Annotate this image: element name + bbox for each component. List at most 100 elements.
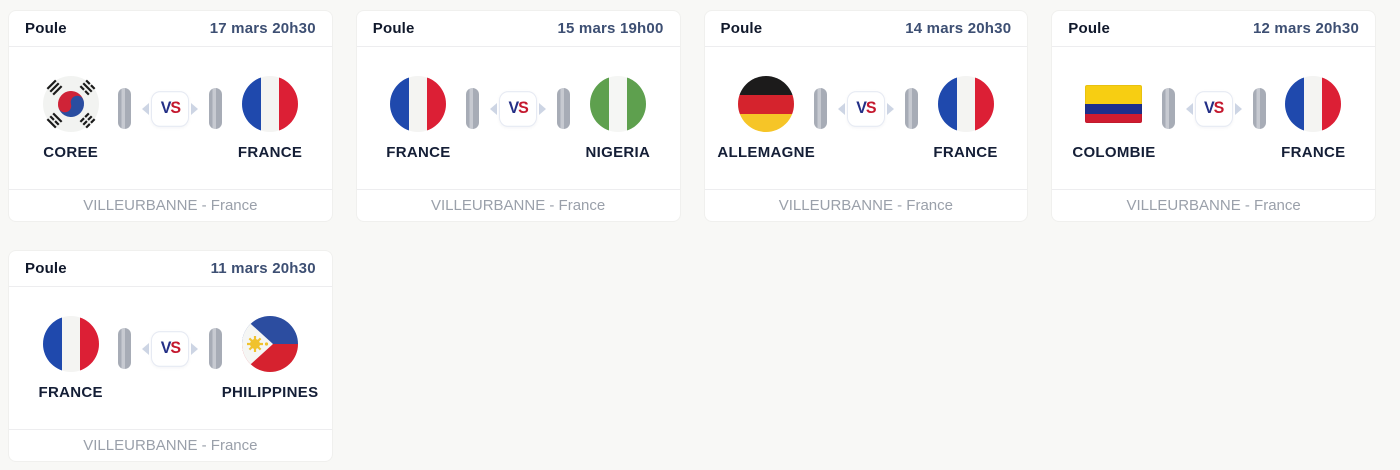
match-venue: VILLEURBANNE - France [356, 189, 680, 221]
team-home: COREE [23, 47, 118, 189]
match-card-header: Poule 14 mars 20h30 [704, 11, 1028, 47]
match-venue: VILLEURBANNE - France [704, 189, 1028, 221]
score-placeholder-away [557, 88, 571, 129]
team-away-name: FRANCE [237, 143, 303, 161]
team-away-flag-icon [242, 75, 299, 132]
team-home: FRANCE [371, 47, 466, 189]
team-away-flag-icon [937, 75, 994, 132]
chevron-right-icon [191, 102, 199, 115]
vs-letter-s: S [170, 99, 181, 117]
vs-letter-v: V [1203, 99, 1215, 117]
venue-label: VILLEURBANNE - France [83, 197, 258, 214]
vs-letter-v: V [856, 99, 867, 117]
score-placeholder-away [904, 88, 918, 129]
team-home: ALLEMAGNE [717, 47, 816, 189]
team-home-flag-icon [738, 75, 795, 132]
match-datetime: 17 mars 20h30 [209, 20, 316, 37]
team-home: COLOMBIE [1066, 47, 1161, 189]
team-away-name: NIGERIA [585, 143, 651, 161]
team-away: PHILIPPINES [221, 287, 319, 429]
chevron-right-icon [191, 342, 199, 355]
match-card-header: Poule 11 mars 20h30 [9, 251, 332, 287]
score-placeholder-home [813, 88, 827, 129]
team-away: NIGERIA [570, 47, 665, 189]
score-placeholder-home [118, 328, 132, 369]
chevron-right-icon [886, 102, 894, 115]
score-placeholder-home [118, 88, 132, 129]
chevron-right-icon [1234, 102, 1242, 115]
venue-label: VILLEURBANNE - France [83, 437, 258, 454]
match-card-header: Poule 15 mars 19h00 [356, 11, 680, 47]
chevron-left-icon [142, 342, 150, 355]
chevron-left-icon [142, 102, 150, 115]
venue-label: VILLEURBANNE - France [1126, 197, 1301, 214]
chevron-right-icon [539, 102, 547, 115]
stage-label: Poule [1068, 20, 1111, 37]
team-away-flag-icon [589, 75, 646, 132]
team-away-name: PHILIPPINES [221, 383, 319, 401]
match-datetime: 11 mars 20h30 [210, 260, 316, 277]
match-card-header: Poule 12 mars 20h30 [1052, 11, 1375, 47]
score-placeholder-away [209, 88, 223, 129]
team-home-name: ALLEMAGNE [717, 143, 816, 161]
team-home: FRANCE [23, 287, 118, 429]
team-away-name: FRANCE [933, 143, 998, 161]
match-card-header: Poule 17 mars 20h30 [9, 11, 332, 47]
stage-label: Poule [372, 20, 415, 37]
team-home-name: FRANCE [38, 383, 103, 401]
vs-letter-v: V [160, 99, 172, 117]
stage-label: Poule [720, 20, 763, 37]
team-away: FRANCE [222, 47, 317, 189]
venue-label: VILLEURBANNE - France [778, 197, 953, 214]
chevron-left-icon [837, 102, 845, 115]
match-datetime: 15 mars 19h00 [557, 20, 664, 37]
team-home-flag-icon [390, 75, 447, 132]
vs-letter-v: V [160, 339, 172, 357]
team-home-name: FRANCE [386, 143, 451, 161]
chevron-left-icon [1185, 102, 1193, 115]
vs-letter-s: S [865, 99, 877, 117]
team-home-name: COREE [43, 143, 99, 161]
vs-letter-v: V [508, 99, 519, 117]
score-placeholder-home [466, 88, 480, 129]
vs-letter-s: S [1213, 99, 1225, 117]
team-home-name: COLOMBIE [1072, 143, 1156, 161]
team-home-flag-icon [1085, 76, 1143, 132]
venue-label: VILLEURBANNE - France [431, 197, 606, 214]
chevron-left-icon [490, 102, 498, 115]
match-datetime: 14 mars 20h30 [905, 20, 1012, 37]
team-home-flag-icon [42, 75, 99, 132]
team-away: FRANCE [918, 47, 1013, 189]
team-away: FRANCE [1266, 47, 1361, 189]
vs-letter-s: S [518, 99, 529, 117]
team-away-name: FRANCE [1281, 143, 1346, 161]
match-datetime: 12 mars 20h30 [1252, 20, 1359, 37]
vs-letter-s: S [170, 339, 181, 357]
score-placeholder-away [1252, 88, 1266, 129]
match-venue: VILLEURBANNE - France [9, 429, 332, 461]
score-placeholder-home [1161, 88, 1175, 129]
stage-label: Poule [25, 260, 67, 277]
score-placeholder-away [209, 328, 223, 369]
